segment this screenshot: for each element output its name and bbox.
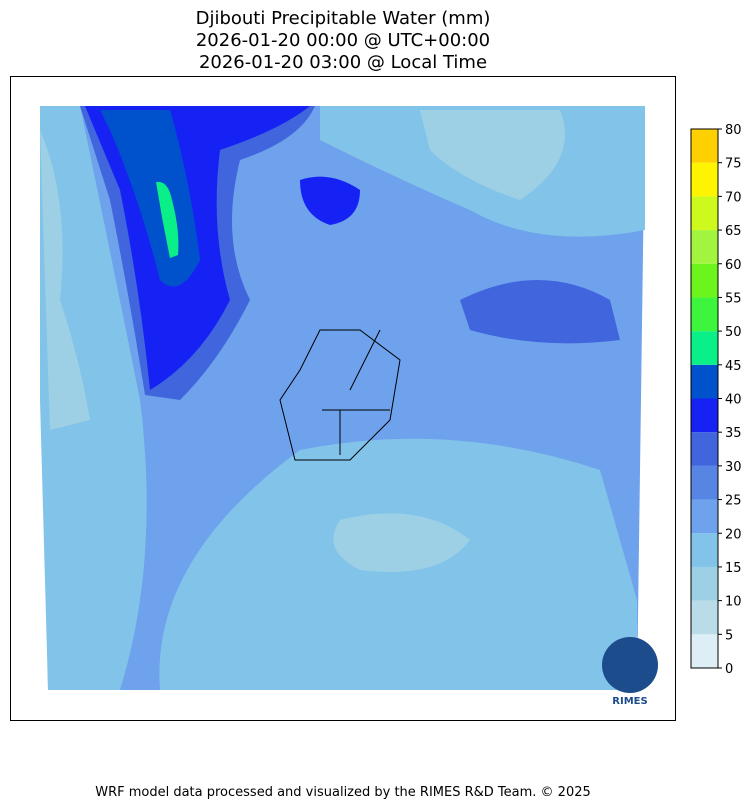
colorbar-tick-label: 45 xyxy=(725,359,742,374)
colorbar-tick-label: 5 xyxy=(725,628,733,643)
colorbar-band xyxy=(691,263,718,298)
colorbar-tick-label: 75 xyxy=(725,157,742,172)
colorbar-tick-label: 55 xyxy=(725,291,742,306)
colorbar-band xyxy=(691,297,718,332)
colorbar-band xyxy=(691,162,718,197)
colorbar-tick-label: 10 xyxy=(725,595,742,610)
colorbar-tick-label: 65 xyxy=(725,224,742,239)
map-frame xyxy=(10,76,676,721)
title-line: Djibouti Precipitable Water (mm) xyxy=(196,8,491,29)
colorbar-tick-label: 60 xyxy=(725,258,742,273)
colorbar-tick-label: 80 xyxy=(725,123,742,138)
colorbar-tick-label: 35 xyxy=(725,426,742,441)
footer: WRF model data processed and visualized … xyxy=(95,785,591,800)
colorbar: 0 5 10 15 20 25 30 35 40 45 50 55 60 65 70 75 80 xyxy=(690,123,742,677)
colorbar-tick-label: 0 xyxy=(725,662,733,677)
colorbar-band xyxy=(691,499,718,534)
colorbar-band xyxy=(691,196,718,231)
colorbar-tick-label: 20 xyxy=(725,527,742,542)
colorbar-band xyxy=(691,364,718,399)
colorbar-band xyxy=(691,465,718,500)
colorbar-band xyxy=(691,634,718,668)
colorbar-tick-label: 30 xyxy=(725,460,742,475)
colorbar-band xyxy=(691,129,718,163)
map-field xyxy=(40,106,645,690)
colorbar-tick-label: 15 xyxy=(725,561,742,576)
title-line: 2026-01-20 03:00 @ Local Time xyxy=(199,52,487,73)
colorbar-band xyxy=(691,432,718,466)
colorbar-band xyxy=(691,600,718,635)
colorbar-tick-label: 70 xyxy=(725,190,742,205)
title-line: 2026-01-20 00:00 @ UTC+00:00 xyxy=(196,30,490,51)
colorbar-band xyxy=(691,566,718,601)
logo-text: RIMES xyxy=(612,696,647,707)
logo: RIMES xyxy=(602,637,658,707)
colorbar-band xyxy=(691,230,718,264)
colorbar-tick-label: 40 xyxy=(725,393,742,408)
colorbar-tick-label: 25 xyxy=(725,494,742,509)
colorbar-band xyxy=(691,533,718,567)
colorbar-band xyxy=(691,331,718,365)
colorbar-band xyxy=(691,398,718,433)
colorbar-tick-label: 50 xyxy=(725,325,742,340)
